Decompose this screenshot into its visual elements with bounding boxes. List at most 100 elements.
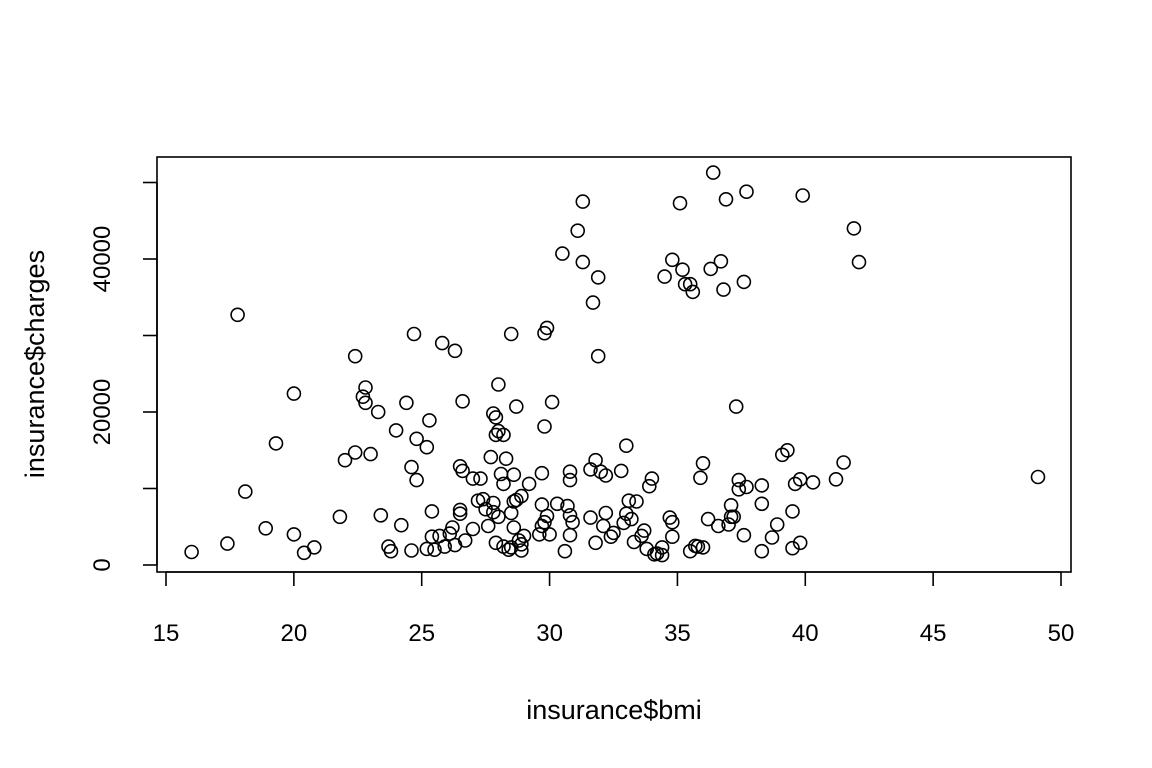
data-point — [636, 523, 652, 538]
data-point — [480, 518, 496, 534]
data-point — [677, 276, 693, 292]
data-point — [555, 246, 570, 261]
data-point — [506, 494, 522, 509]
y-axis-title: insurance$charges — [20, 250, 50, 478]
data-point — [488, 410, 504, 425]
data-point — [506, 520, 522, 535]
data-point — [675, 262, 690, 278]
x-tick-label: 15 — [153, 620, 180, 647]
x-axis-title: insurance$bmi — [526, 695, 702, 725]
data-point — [836, 455, 851, 470]
data-point — [716, 282, 731, 297]
x-tick-label: 50 — [1048, 620, 1075, 647]
data-point — [562, 507, 578, 523]
data-point — [455, 463, 470, 479]
data-point — [404, 543, 419, 558]
data-point — [774, 447, 790, 463]
data-point — [268, 436, 284, 451]
data-point — [238, 484, 253, 499]
data-point — [521, 476, 537, 492]
data-point — [534, 465, 550, 481]
data-point — [539, 508, 555, 524]
data-point — [641, 478, 657, 494]
data-point — [575, 254, 591, 270]
data-point — [409, 431, 424, 447]
data-point — [286, 386, 302, 401]
data-point — [560, 498, 575, 514]
data-point — [792, 535, 808, 551]
data-point — [695, 455, 711, 471]
data-point — [485, 504, 501, 520]
data-point — [220, 536, 235, 551]
data-point — [447, 343, 463, 359]
data-point — [363, 446, 378, 462]
data-point — [690, 539, 706, 554]
data-point — [713, 253, 729, 269]
data-point — [590, 348, 606, 364]
data-point — [422, 413, 437, 428]
data-point — [695, 540, 711, 555]
data-point — [455, 393, 470, 409]
data-point — [498, 451, 514, 467]
data-point — [347, 348, 363, 364]
data-point — [565, 514, 580, 530]
data-point — [590, 270, 606, 285]
data-point — [373, 507, 389, 523]
data-point — [488, 535, 504, 551]
data-point — [682, 276, 698, 292]
data-point — [621, 493, 637, 509]
data-point — [544, 394, 560, 410]
data-point — [406, 326, 422, 342]
data-point — [721, 517, 736, 532]
data-point — [473, 471, 488, 486]
data-point — [514, 536, 529, 552]
data-point — [388, 423, 404, 438]
data-point — [705, 165, 721, 180]
data-point — [795, 188, 811, 203]
data-point — [465, 471, 481, 486]
data-point — [230, 307, 245, 323]
data-point — [644, 471, 660, 486]
data-point — [531, 527, 547, 542]
data-point — [700, 511, 716, 527]
data-point — [657, 269, 672, 284]
data-point — [409, 472, 424, 488]
data-point — [437, 539, 453, 554]
data-point — [562, 464, 578, 480]
x-tick-label: 25 — [408, 620, 435, 647]
data-point — [475, 491, 491, 507]
data-point — [258, 520, 274, 536]
data-point — [358, 380, 373, 395]
data-point — [514, 488, 529, 504]
x-tick-label: 30 — [536, 620, 563, 647]
data-point — [549, 496, 565, 512]
data-point — [332, 509, 348, 525]
data-point — [184, 544, 199, 560]
data-point — [537, 419, 552, 434]
data-point — [654, 547, 670, 563]
data-point — [736, 274, 752, 290]
data-point — [583, 510, 598, 525]
data-point — [764, 530, 780, 545]
data-point — [654, 540, 670, 555]
data-point — [739, 479, 754, 495]
data-point — [562, 472, 578, 488]
data-point — [452, 506, 468, 522]
data-point — [496, 427, 511, 443]
data-point — [503, 326, 519, 342]
data-point — [570, 223, 586, 238]
data-point — [723, 497, 739, 513]
data-point — [537, 514, 552, 530]
data-point — [851, 254, 867, 270]
data-point — [710, 518, 726, 534]
data-point — [682, 543, 698, 559]
data-point — [496, 476, 511, 492]
data-point — [736, 527, 752, 543]
data-point — [286, 527, 302, 542]
data-point — [465, 521, 481, 537]
data-point — [514, 543, 529, 558]
data-point — [337, 452, 353, 468]
x-tick-label: 20 — [281, 620, 308, 647]
x-tick-label: 40 — [792, 620, 819, 647]
